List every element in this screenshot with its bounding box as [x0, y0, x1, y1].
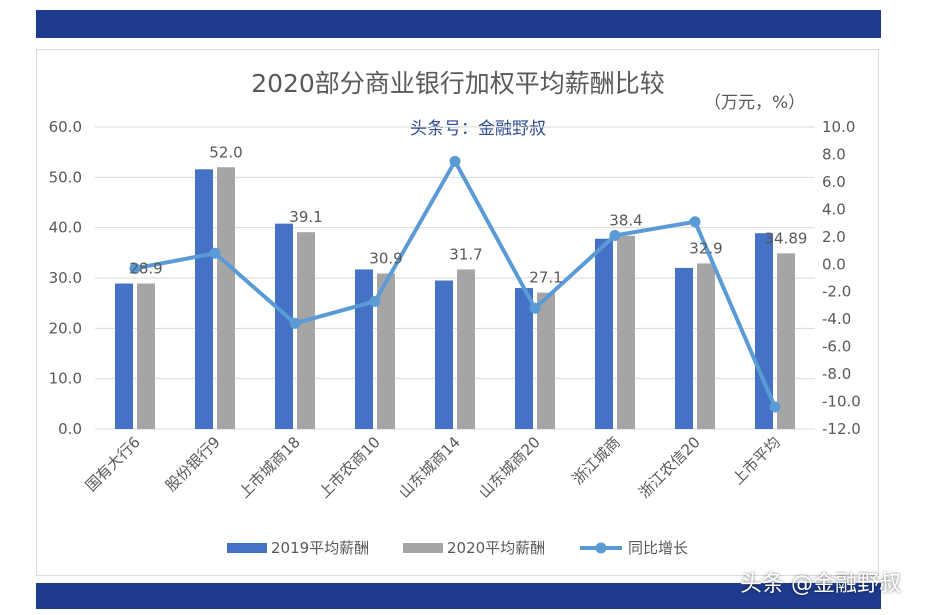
data-label: 27.1: [529, 269, 562, 287]
header-band: [36, 10, 881, 38]
bar-2020: [137, 283, 155, 429]
chart-frame: [36, 49, 879, 576]
bar-2019: [595, 238, 613, 429]
right-tick-label: 6.0: [822, 173, 846, 191]
growth-point: [529, 302, 541, 314]
data-label: 32.9: [689, 239, 722, 257]
gridlines: [95, 126, 815, 430]
watermark: 头条 @金融野叔: [740, 572, 901, 597]
category-label: 国有大行6: [82, 433, 144, 495]
data-label: 28.9: [129, 260, 162, 278]
category-label: 山东城商14: [395, 433, 464, 502]
right-tick-label: -6.0: [822, 338, 851, 356]
growth-point: [129, 262, 141, 274]
chart-subtitle: 头条号：金融野叔: [410, 119, 546, 139]
legend-swatch-2019: [227, 543, 267, 553]
bar-2019: [515, 288, 533, 429]
data-label: 30.9: [369, 249, 402, 267]
left-tick-label: 0.0: [58, 420, 82, 438]
growth-point: [689, 216, 701, 228]
right-tick-label: -12.0: [822, 420, 861, 438]
chart-title: 2020部分商业银行加权平均薪酬比较: [251, 69, 665, 98]
right-tick-label: -4.0: [822, 310, 851, 328]
legend-label-2019: 2019平均薪酬: [271, 539, 369, 557]
category-label: 上市农商10: [315, 433, 384, 502]
growth-point: [369, 295, 381, 307]
right-tick-label: -8.0: [822, 365, 851, 383]
bar-2019: [435, 280, 453, 429]
bars: [115, 167, 795, 429]
growth-point: [769, 401, 781, 413]
left-axis: 0.0 10.0 20.0 30.0 40.0 50.0 60.0: [49, 118, 82, 438]
bar-2020: [297, 232, 315, 429]
growth-line: [129, 155, 781, 413]
category-label: 山东城商20: [475, 433, 544, 502]
right-tick-label: 2.0: [822, 228, 846, 246]
bar-2019: [675, 267, 693, 429]
footer-band: [36, 583, 881, 609]
left-tick-label: 10.0: [49, 370, 82, 388]
data-label: 34.89: [765, 229, 808, 247]
right-tick-label: 0.0: [822, 255, 846, 273]
left-tick-label: 40.0: [49, 219, 82, 237]
bar-2020: [537, 292, 555, 429]
right-axis: -12.0 -10.0 -8.0 -6.0 -4.0 -2.0 0.0 2.0 4.0 6.0 8.…: [822, 118, 861, 438]
category-label: 上市城商18: [235, 433, 304, 502]
right-tick-label: 4.0: [822, 200, 846, 218]
legend-label-2020: 2020平均薪酬: [447, 539, 545, 557]
bar-2020: [697, 263, 715, 429]
bar-2019: [275, 223, 293, 429]
data-label: 38.4: [609, 212, 642, 230]
bar-2019: [755, 233, 773, 429]
bar-2019: [355, 269, 373, 429]
legend-marker-growth: [595, 542, 607, 554]
right-tick-label: -10.0: [822, 393, 861, 411]
data-label: 39.1: [289, 208, 322, 226]
growth-point: [209, 247, 221, 259]
legend: 2019平均薪酬 2020平均薪酬 同比增长: [227, 539, 688, 557]
category-label: 上市平均: [729, 433, 784, 488]
bar-2019: [195, 169, 213, 429]
legend-label-growth: 同比增长: [628, 539, 688, 557]
category-label: 浙江城商: [569, 433, 624, 488]
bar-2020: [457, 269, 475, 429]
bar-2020: [617, 235, 635, 429]
left-tick-label: 30.0: [49, 269, 82, 287]
legend-swatch-2020: [403, 543, 443, 553]
bar-2020: [217, 167, 235, 429]
left-tick-label: 20.0: [49, 319, 82, 337]
data-label: 31.7: [449, 245, 482, 263]
left-tick-label: 50.0: [49, 168, 82, 186]
data-labels: 28.9 52.0 39.1 30.9 31.7 27.1 38.4 32.9 34.89: [129, 143, 807, 286]
growth-point: [609, 229, 621, 241]
right-tick-label: 8.0: [822, 145, 846, 163]
bar-2020: [777, 253, 795, 429]
bar-2020: [377, 273, 395, 429]
category-label: 股份银行9: [162, 433, 224, 495]
growth-point: [449, 155, 461, 167]
right-tick-label: 10.0: [822, 118, 855, 136]
left-tick-label: 60.0: [49, 118, 82, 136]
x-axis: 国有大行6 股份银行9 上市城商18 上市农商10 山东城商14 山东城商20 浙江城商 浙江…: [82, 433, 784, 502]
bar-2019: [115, 283, 133, 429]
chart-unit-note: （万元，%）: [704, 93, 805, 113]
data-label: 52.0: [209, 143, 242, 161]
category-label: 浙江农信20: [635, 433, 704, 502]
right-tick-label: -2.0: [822, 283, 851, 301]
growth-point: [289, 317, 301, 329]
